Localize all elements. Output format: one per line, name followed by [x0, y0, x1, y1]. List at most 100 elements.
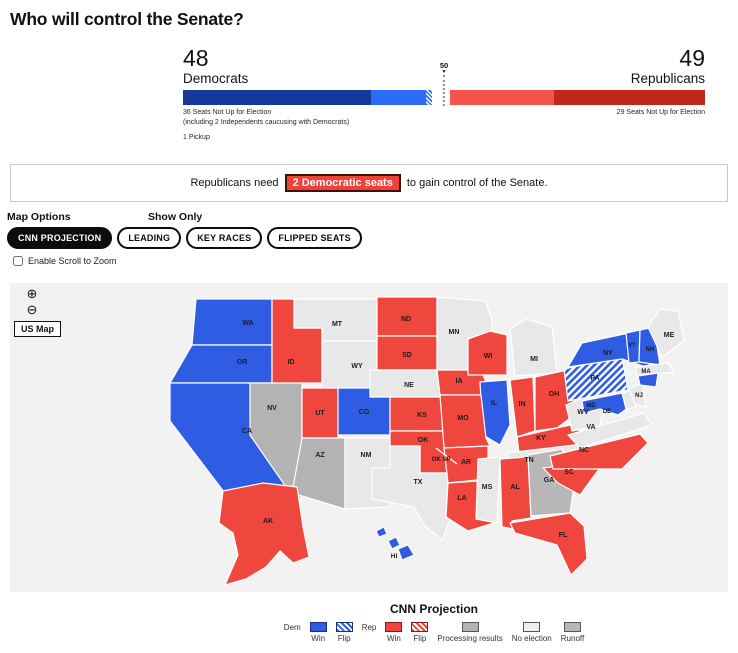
legend-row: Dem Win Flip Rep Win Flip Processing results No… — [130, 621, 738, 643]
legend-label: Processing results — [437, 633, 503, 643]
state-wa[interactable] — [191, 298, 273, 346]
dem-count: 48 — [183, 45, 209, 71]
state-ak[interactable] — [218, 482, 310, 586]
legend-label: No election — [511, 633, 552, 643]
legend-label: Flip — [413, 633, 427, 643]
state-label-va: VA — [586, 424, 595, 431]
map-option-button-key-races[interactable]: KEY RACES — [186, 226, 263, 249]
state-label-nd: ND — [401, 316, 411, 323]
bar-segment-rep-won — [450, 90, 554, 106]
state-label-ky: KY — [536, 435, 546, 442]
map-option-buttons: CNN PROJECTION LEADING KEY RACES FLIPPED SE… — [7, 226, 362, 249]
state-label-ny: NY — [603, 350, 613, 357]
bar-segment-dem-flip — [425, 90, 433, 106]
dem-total: 48 Democrats — [183, 45, 249, 87]
state-label-az: AZ — [315, 452, 325, 459]
legend-item-runoff: Runoff — [561, 621, 584, 643]
majority-marker-line — [443, 75, 445, 107]
state-label-fl: FL — [559, 532, 568, 539]
state-nc[interactable] — [549, 433, 649, 470]
legend-swatch-runoff — [563, 621, 581, 632]
rep-label: Republicans — [630, 71, 705, 87]
state-label-wi: WI — [484, 353, 493, 360]
state-label-nh: NH — [646, 347, 655, 353]
state-de[interactable] — [621, 390, 637, 410]
state-hi[interactable] — [387, 536, 401, 550]
majority-marker-label: 50 — [439, 61, 449, 71]
legend-rep-prefix: Rep — [361, 622, 377, 632]
rep-count: 49 — [679, 45, 705, 71]
dem-label: Democrats — [183, 71, 249, 87]
state-label-wy: WY — [351, 363, 363, 370]
legend-item-no-election: No election — [511, 621, 552, 643]
shape-hawaii-island-nw[interactable] — [375, 526, 388, 538]
legend-item-win: Win — [385, 621, 403, 643]
state-divider-line — [435, 447, 458, 465]
majority-marker: 50 ▼ — [439, 61, 449, 107]
state-label-ga: GA — [544, 477, 555, 484]
enable-scroll-zoom-checkbox[interactable] — [13, 255, 23, 266]
rep-total: 49 Republicans — [630, 45, 705, 87]
state-mo[interactable] — [439, 394, 491, 449]
legend-label: Flip — [337, 633, 351, 643]
state-label-ma: MA — [641, 369, 651, 375]
state-label-ak: AK — [263, 518, 273, 525]
legend-swatch-dem — [309, 621, 327, 632]
state-or[interactable] — [169, 344, 273, 384]
state-label-or: OR — [237, 359, 248, 366]
state-al[interactable] — [499, 456, 532, 530]
dem-note-independents: (including 2 Independents caucusing with… — [183, 119, 350, 127]
state-label-nm: NM — [361, 452, 372, 459]
state-ms[interactable] — [475, 456, 501, 524]
state-label-co: CO — [359, 409, 370, 416]
state-tx[interactable] — [371, 445, 456, 541]
state-label-il: IL — [491, 400, 498, 407]
bar-segment-dem-won — [370, 90, 426, 106]
dem-note-seats: 36 Seats Not Up for Election — [183, 109, 272, 117]
state-label-ok-sp: OK SP — [432, 457, 451, 463]
state-ma[interactable] — [635, 362, 675, 377]
shape-hawaii-island-se[interactable] — [397, 544, 415, 561]
us-map-button[interactable]: US Map — [14, 320, 62, 337]
state-wi[interactable] — [467, 330, 508, 376]
state-label-mn: MN — [449, 329, 460, 336]
map-option-button-cnn-projection[interactable]: CNN PROJECTION — [7, 226, 113, 249]
legend-label: Win — [386, 633, 401, 643]
state-fl[interactable] — [509, 512, 588, 576]
state-label-ca: CA — [242, 428, 252, 435]
state-label-ia: IA — [456, 378, 463, 385]
state-label-ar: AR — [461, 459, 471, 466]
balance-of-power: 48 Democrats 49 Republicans 50 ▼ 36 Seat… — [183, 45, 705, 143]
state-label-nj: NJ — [635, 393, 643, 399]
legend-label: Win — [311, 633, 326, 643]
shape-connecticut-rhode-island[interactable] — [637, 372, 659, 388]
legend-item-flip: Flip — [335, 621, 353, 643]
scroll-zoom-row: Enable Scroll to Zoom — [13, 255, 117, 266]
enable-scroll-zoom-label: Enable Scroll to Zoom — [28, 255, 117, 266]
bar-segment-uncalled-gap — [432, 90, 451, 106]
state-label-me: ME — [664, 332, 675, 339]
map-options-label: Map Options — [7, 210, 71, 223]
state-va[interactable] — [567, 412, 653, 449]
state-label-pa: PA — [590, 375, 599, 382]
state-label-de: DE — [603, 409, 611, 415]
state-label-la: LA — [457, 495, 466, 502]
legend-item-processing-results: Processing results — [437, 621, 503, 643]
map-option-button-flipped-seats[interactable]: FLIPPED SEATS — [267, 226, 362, 249]
state-mi[interactable] — [509, 318, 558, 377]
zoom-out-icon[interactable]: ⊖ — [24, 303, 40, 318]
control-banner: Republicans need 2 Democratic seats to g… — [10, 163, 728, 202]
zoom-in-icon[interactable]: ⊕ — [24, 287, 40, 302]
legend-dem-prefix: Dem — [283, 622, 301, 632]
page-title: Who will control the Senate? — [10, 9, 244, 29]
map-option-button-leading[interactable]: LEADING — [117, 226, 182, 249]
state-label-wv: WV — [577, 409, 589, 416]
banner-text-pre: Republicans need — [190, 176, 279, 189]
banner-text-post: to gain control of the Senate. — [406, 176, 548, 189]
banner-highlight-badge: 2 Democratic seats — [284, 173, 401, 192]
state-label-al: AL — [510, 484, 520, 491]
state-me[interactable] — [647, 308, 685, 358]
legend-swatch-dem-flip — [335, 621, 353, 632]
map-controls: Map Options Show Only CNN PROJECTION LEAD… — [7, 211, 738, 268]
state-label-tx: TX — [414, 479, 423, 486]
